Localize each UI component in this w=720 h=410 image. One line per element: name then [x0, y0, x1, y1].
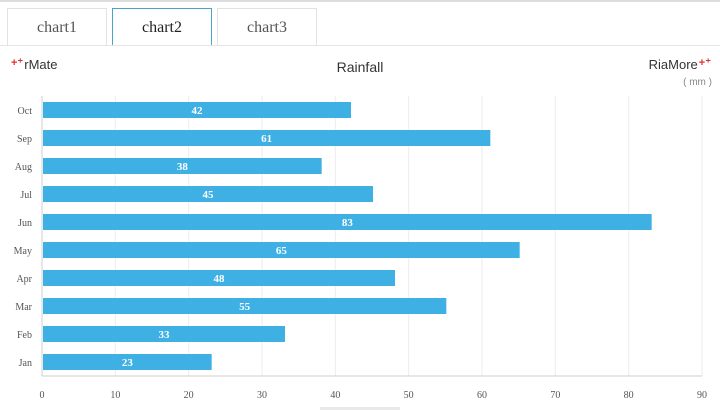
- bar: [43, 270, 395, 286]
- bar-value-label: 33: [159, 329, 171, 341]
- x-tick-label: 40: [330, 390, 340, 401]
- tab-divider: [0, 45, 720, 46]
- category-label: Jun: [18, 218, 32, 229]
- plus-icon: +⁺: [11, 57, 24, 69]
- category-label: Oct: [18, 106, 33, 117]
- top-rule: [0, 0, 720, 2]
- tab-chart1[interactable]: chart1: [7, 8, 107, 46]
- bar: [43, 214, 652, 230]
- bar: [43, 130, 491, 146]
- category-label: Aug: [15, 162, 32, 173]
- bar-value-label: 83: [342, 217, 354, 229]
- bar: [43, 354, 212, 370]
- category-label: Feb: [17, 330, 32, 341]
- brand-left-label: rMate: [24, 57, 58, 72]
- x-tick-label: 60: [477, 390, 487, 401]
- bar-value-label: 23: [122, 357, 134, 369]
- bar: [43, 326, 285, 342]
- x-tick-label: 30: [257, 390, 267, 401]
- category-label: Apr: [16, 274, 32, 285]
- bar-value-label: 38: [177, 161, 189, 173]
- category-label: Jan: [19, 358, 32, 369]
- bar: [43, 186, 373, 202]
- x-tick-label: 20: [184, 390, 194, 401]
- brand-right-label: RiaMore: [648, 57, 698, 72]
- x-tick-label: 0: [40, 390, 45, 401]
- bar-value-label: 55: [239, 301, 251, 313]
- bar: [43, 298, 447, 314]
- category-label: Sep: [17, 134, 32, 145]
- bar-value-label: 42: [192, 105, 204, 117]
- x-tick-label: 80: [624, 390, 634, 401]
- x-tick-label: 10: [110, 390, 120, 401]
- bar-value-label: 61: [261, 133, 272, 145]
- brand-left: +⁺ rMate: [10, 57, 57, 72]
- bar: [43, 158, 322, 174]
- bar: [43, 242, 520, 258]
- tab-bar: chart1 chart2 chart3: [7, 8, 317, 46]
- bar-value-label: 65: [276, 245, 288, 257]
- bar: [43, 102, 351, 118]
- tab-chart2[interactable]: chart2: [112, 8, 212, 46]
- x-tick-label: 70: [550, 390, 560, 401]
- category-label: Jul: [20, 190, 32, 201]
- bar-value-label: 45: [203, 189, 215, 201]
- category-label: May: [14, 246, 32, 257]
- x-tick-label: 50: [404, 390, 414, 401]
- category-label: Mar: [15, 302, 32, 313]
- x-tick-label: 90: [697, 390, 707, 401]
- tab-chart3[interactable]: chart3: [217, 8, 317, 46]
- unit-label: ( mm ): [683, 77, 712, 88]
- plus-icon: +⁺: [698, 57, 711, 69]
- chart-title: Rainfall: [336, 59, 384, 75]
- scrollbar-thumb[interactable]: [320, 407, 400, 410]
- brand-right: RiaMore +⁺: [649, 57, 712, 72]
- bar-value-label: 48: [214, 273, 226, 285]
